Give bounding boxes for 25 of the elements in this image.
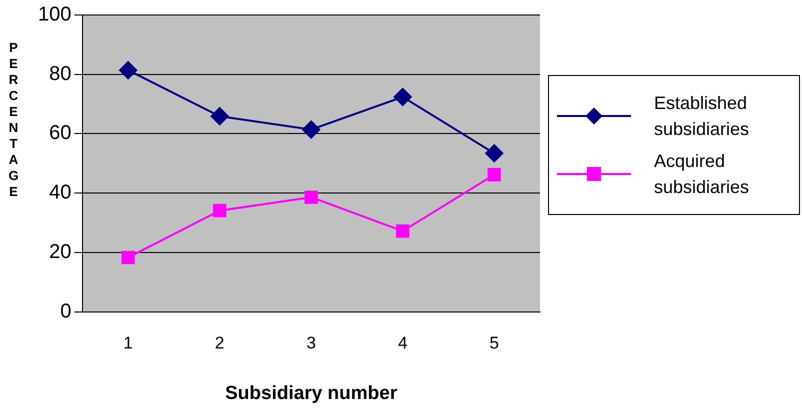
x-tick-label: 1: [123, 334, 133, 353]
point: [488, 168, 501, 182]
y-tick-label: 80: [49, 62, 72, 85]
point: [394, 88, 412, 106]
x-tick-label: 4: [398, 334, 408, 353]
point: [213, 204, 226, 218]
point: [119, 61, 138, 80]
x-tick-label: 2: [214, 334, 224, 353]
point: [304, 190, 318, 204]
point: [396, 224, 410, 238]
legend-label: Established subsidiaries: [654, 92, 750, 141]
point: [210, 107, 229, 126]
x-axis-title: Subsidiary number: [225, 382, 398, 404]
y-tick-label: 0: [60, 300, 72, 322]
y-axis-title: PERCENTAGE: [6, 40, 21, 200]
point: [121, 250, 135, 264]
y-tick-label: 100: [38, 4, 72, 26]
y-tick-label: 20: [49, 240, 72, 263]
point: [485, 144, 504, 162]
x-tick-label: 3: [306, 334, 316, 353]
y-tick-label: 40: [49, 182, 72, 204]
x-tick-label: 5: [490, 334, 499, 353]
legend-label: Acquired subsidiaries: [654, 150, 750, 199]
y-tick-label: 60: [49, 122, 72, 144]
point: [302, 120, 320, 139]
